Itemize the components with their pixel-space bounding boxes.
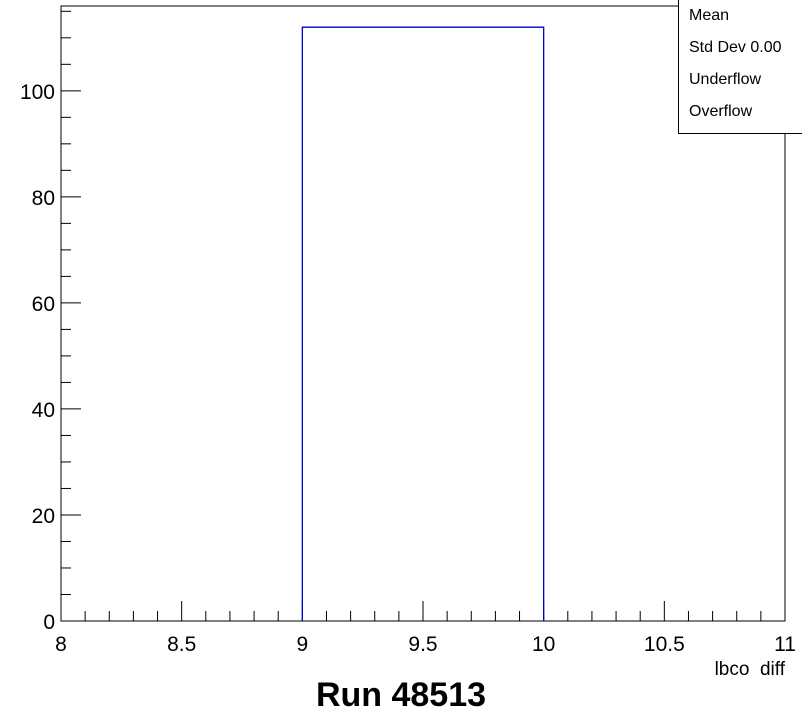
x-axis-ticks: 8 8.5 9 9.5 10 10.5 11 [55, 601, 796, 656]
y-tick-label: 0 [43, 611, 55, 634]
y-axis-ticks: 0 20 40 60 80 100 [20, 10, 81, 634]
y-tick-label: 100 [20, 81, 55, 104]
stats-box: Mean Std Dev 0.00 Underflow Overflow [678, 0, 802, 134]
y-tick-label: 40 [32, 399, 55, 422]
x-tick-label: 10 [532, 633, 555, 656]
x-tick-label: 8.5 [167, 633, 196, 656]
x-tick-label: 9 [296, 633, 308, 656]
x-tick-label: 8 [55, 633, 67, 656]
histogram-bin [301, 26, 545, 621]
stats-row-mean: Mean [689, 7, 730, 24]
stats-row-overflow: Overflow [689, 103, 753, 120]
stats-row-underflow: Underflow [689, 71, 762, 88]
y-tick-label: 60 [32, 293, 55, 316]
plot-frame [60, 5, 786, 622]
x-axis-title: lbco_diff [715, 659, 786, 676]
y-tick-label: 80 [32, 187, 55, 210]
stats-row-stddev: Std Dev 0.00 [689, 39, 782, 56]
x-tick-label: 9.5 [408, 633, 437, 656]
x-tick-label: 11 [774, 633, 796, 656]
x-tick-label: 10.5 [644, 633, 685, 656]
y-tick-label: 20 [32, 505, 55, 528]
run-caption: Run 48513 [315, 676, 487, 714]
histogram-bins [301, 26, 545, 621]
histogram-plot: 0 20 40 60 80 100 8 8.5 9 9.5 10 10.5 11 lbco_diff [20, 5, 796, 676]
